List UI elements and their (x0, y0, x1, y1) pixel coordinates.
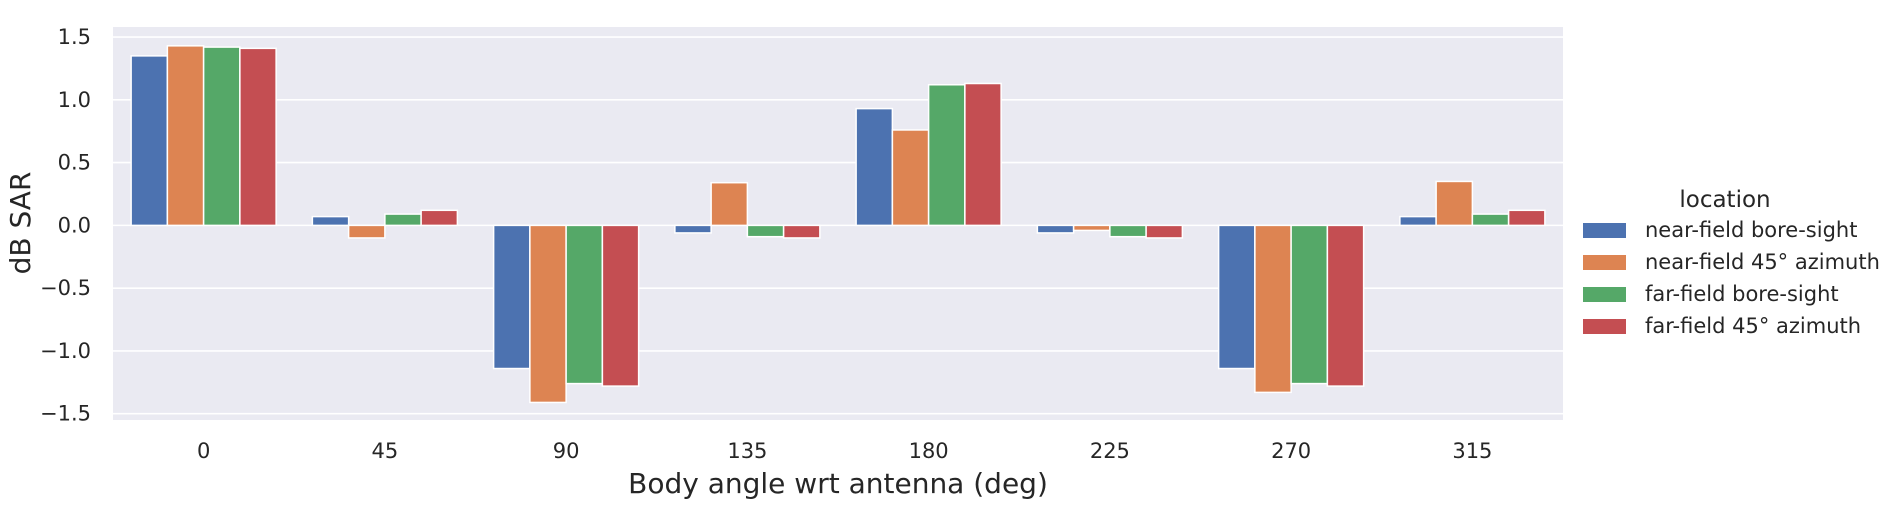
bar (202, 46, 241, 227)
legend-label: far-field bore-sight (1645, 282, 1839, 306)
legend-label: near-field bore-sight (1645, 218, 1857, 242)
bar (891, 129, 930, 227)
x-tick-label: 225 (1090, 439, 1130, 463)
x-tick-label: 0 (197, 439, 210, 463)
bar (964, 82, 1002, 227)
legend-title: location (1679, 187, 1770, 213)
bar (710, 181, 749, 227)
bar (529, 224, 567, 404)
y-tick-label: 1.5 (58, 25, 91, 49)
legend-swatch (1583, 319, 1626, 334)
bar (601, 224, 640, 387)
bar (855, 107, 894, 227)
bar (927, 84, 966, 227)
bar (384, 213, 422, 227)
bar (565, 224, 604, 385)
x-tick-label: 180 (909, 439, 949, 463)
bar (1435, 180, 1474, 227)
x-tick-label: 90 (553, 439, 580, 463)
bar (1217, 224, 1256, 370)
bar (1109, 224, 1147, 238)
bar (1399, 215, 1437, 227)
bar (492, 224, 531, 370)
y-tick-label: 1.0 (58, 88, 91, 112)
bar (782, 224, 821, 239)
y-axis-title: dB SAR (4, 172, 37, 275)
bar (1290, 224, 1329, 385)
bar (1254, 224, 1292, 394)
bar (1326, 224, 1365, 387)
bar (311, 215, 350, 227)
bar (1145, 224, 1184, 239)
bar (347, 224, 386, 239)
bar (1072, 224, 1111, 232)
bar (674, 224, 712, 234)
bar (1036, 224, 1075, 234)
bar (746, 224, 785, 238)
y-axis-ticks: 1.5 1.0 0.5 0.0 −0.5 −1.0 −1.5 (40, 25, 91, 426)
y-tick-label: −1.5 (40, 402, 91, 426)
legend-label: near-field 45° azimuth (1645, 250, 1880, 274)
bar (239, 47, 277, 227)
legend-swatch (1583, 287, 1626, 302)
y-tick-label: −0.5 (40, 276, 91, 300)
bar (166, 45, 205, 227)
legend: location near-field bore-sightnear-field… (1583, 187, 1880, 338)
bar (420, 209, 459, 227)
bar (1471, 213, 1510, 227)
legend-items: near-field bore-sight near-field 45° azim… (1583, 218, 1880, 338)
legend-label: far-field 45° azimuth (1645, 314, 1861, 338)
legend-swatch (1583, 255, 1626, 270)
x-axis-ticks: 0 45 90 135 180 225 270 315 (197, 439, 1492, 463)
bar (1507, 209, 1546, 227)
y-tick-label: 0.0 (58, 213, 91, 237)
bars (130, 45, 1546, 404)
x-tick-label: 315 (1452, 439, 1492, 463)
x-tick-label: 45 (372, 439, 399, 463)
y-tick-label: 0.5 (58, 151, 91, 175)
y-tick-label: −1.0 (40, 339, 91, 363)
x-tick-label: 135 (727, 439, 767, 463)
x-axis-title: Body angle wrt antenna (deg) (628, 467, 1048, 500)
legend-swatch (1583, 223, 1626, 238)
x-tick-label: 270 (1271, 439, 1311, 463)
bar (130, 55, 169, 227)
